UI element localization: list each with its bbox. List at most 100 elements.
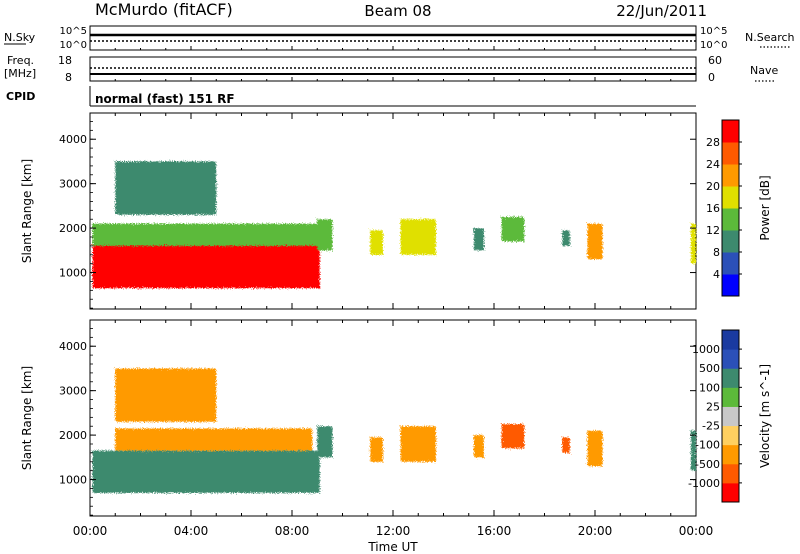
velocity-colorbar-segment-8 [722,330,739,350]
velocity-colorbar-label-1: 500 [699,362,720,375]
y-tick-label-1-2: 3000 [59,385,87,398]
nsky-tick-bottom: 10^0 [60,40,87,51]
power-colorbar-label-1: 8 [713,246,720,259]
y-axis-label-1: Slant Range [km] [20,366,34,470]
beam-title: Beam 08 [364,2,431,20]
nave-label: Nave [750,64,778,77]
velocity-region-8 [562,437,570,453]
freq-tick-bottom: 8 [65,71,72,84]
power-colorbar-segment-6 [722,142,739,165]
x-tick-label-3: 12:00 [376,524,411,538]
velocity-colorbar-segment-3 [722,425,739,446]
power-region-6 [473,228,484,251]
velocity-colorbar-segment-7 [722,349,739,369]
power-colorbar-segment-1 [722,252,739,275]
power-colorbar-segment-2 [722,230,739,253]
y-tick-label-0-3: 4000 [59,133,87,146]
nsearch-tick-top: 10^5 [700,26,727,37]
power-region-9 [587,223,603,260]
freq-unit-label: [MHz] [4,67,36,80]
velocity-colorbar-frame [721,329,740,503]
velocity-colorbar-label-4: -25 [702,420,720,433]
velocity-colorbar: 1000 500 100 25 -25 -100 -500 -1000 Velocity [m … [688,329,772,503]
y-tick-label-1-3: 4000 [59,340,87,353]
velocity-region-7 [501,424,525,449]
velocity-data-layer [92,368,696,493]
velocity-region-10 [690,430,696,471]
nsearch-label: N.Search [745,31,795,44]
power-colorbar-segment-3 [722,208,739,231]
y-tick-label-0-1: 2000 [59,222,87,235]
station-title: McMurdo (fitACF) [95,0,233,19]
power-colorbar-label-5: 24 [706,158,720,171]
power-data-layer [92,161,696,289]
power-colorbar-label-6: 28 [706,136,720,149]
velocity-region-6 [473,435,484,458]
x-tick-label-1: 04:00 [174,524,209,538]
power-region-8 [562,230,570,246]
velocity-region-1 [115,428,313,451]
velocity-region-4 [370,437,383,462]
nsky-tick-top: 10^5 [60,26,87,37]
x-tick-label-2: 08:00 [275,524,310,538]
power-region-10 [690,223,696,264]
velocity-colorbar-segment-5 [722,387,739,407]
power-region-7 [501,217,525,242]
freq-panel: Freq. [MHz] 18 8 60 0 Nave [4,54,778,84]
x-tick-label-4: 16:00 [477,524,512,538]
freq-label: Freq. [7,54,34,67]
nsearch-tick-bottom: 10^0 [700,40,727,51]
power-region-4 [370,230,383,255]
axes-layer: 1000 2000 3000 4000 Slant Range [km] 1000 2000… [20,46,713,538]
y-tick-label-0-0: 1000 [59,267,87,280]
power-region-1 [92,223,328,246]
x-axis-title: Time UT [367,540,418,554]
power-colorbar-segment-0 [722,274,739,297]
velocity-colorbar-segment-4 [722,406,739,427]
velocity-region-3 [317,426,333,458]
power-colorbar-label-2: 12 [706,224,720,237]
power-region-3 [317,219,333,251]
power-region-2 [115,161,217,215]
power-colorbar-segment-5 [722,164,739,187]
y-tick-label-1-1: 2000 [59,429,87,442]
power-colorbar-label-0: 4 [713,268,720,281]
y-tick-label-1-0: 1000 [59,474,87,487]
velocity-colorbar-segment-1 [722,463,739,484]
power-colorbar: 4 8 12 16 20 24 28 Power [dB] [706,119,772,297]
velocity-region-2 [115,368,217,422]
nave-tick-bottom: 0 [708,71,715,84]
velocity-region-0 [92,450,320,493]
velocity-colorbar-label-2: 100 [699,381,720,394]
power-region-5 [400,219,436,255]
velocity-colorbar-segment-6 [722,368,739,388]
power-colorbar-label-4: 20 [706,180,720,193]
noise-panel: N.Sky 10^5 10^0 10^5 10^0 N.Search [4,25,795,51]
date-title: 22/Jun/2011 [616,2,707,20]
nsky-label: N.Sky [4,31,36,44]
velocity-colorbar-segment-0 [722,482,739,503]
velocity-colorbar-label-7: -1000 [688,477,720,490]
power-colorbar-title: Power [dB] [758,175,772,240]
power-colorbar-segment-7 [722,120,739,143]
velocity-colorbar-title: Velocity [m s^-1] [758,364,772,468]
velocity-region-9 [587,430,603,467]
x-tick-label-5: 20:00 [578,524,613,538]
power-region-0 [92,239,320,289]
nave-tick-top: 60 [708,54,722,67]
velocity-colorbar-label-3: 25 [706,400,720,413]
cpid-label: CPID [6,90,35,103]
freq-tick-top: 18 [58,54,72,67]
velocity-colorbar-label-0: 1000 [692,343,720,356]
power-colorbar-segment-4 [722,186,739,209]
y-tick-label-0-2: 3000 [59,178,87,191]
velocity-colorbar-label-6: -500 [695,458,720,471]
velocity-colorbar-label-5: -100 [695,439,720,452]
x-tick-label-0: 00:00 [73,524,108,538]
power-colorbar-label-3: 16 [706,202,720,215]
y-axis-label-0: Slant Range [km] [20,159,34,263]
velocity-region-5 [400,426,436,462]
cpid-value: normal (fast) 151 RF [95,92,235,106]
x-tick-label-6: 00:00 [679,524,714,538]
